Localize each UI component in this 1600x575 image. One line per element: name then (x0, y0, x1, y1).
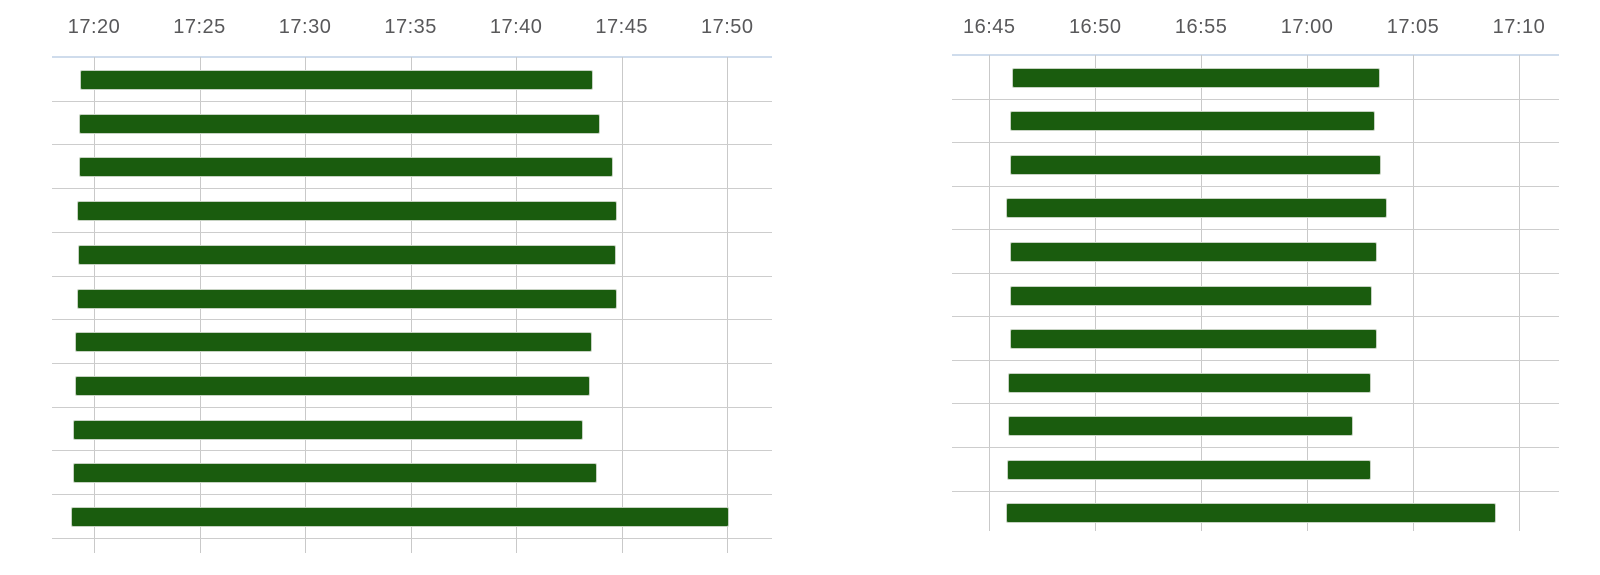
task-bar[interactable] (74, 332, 593, 353)
axis-tick-label: 17:10 (1492, 16, 1546, 38)
vertical-gridline (989, 55, 991, 531)
task-bar[interactable] (1006, 503, 1497, 524)
row-separator-line (952, 359, 1559, 361)
row-separator-line (52, 231, 772, 233)
row-separator-line (952, 229, 1559, 231)
axis-tick-label: 17:25 (173, 16, 226, 38)
axis-tick-label: 17:20 (67, 16, 121, 38)
task-bar[interactable] (1010, 285, 1373, 306)
axis-tick-label: 17:00 (1280, 16, 1334, 38)
row-separator-line (952, 185, 1559, 187)
task-bar[interactable] (1010, 154, 1382, 175)
axis-tick-label: 17:30 (278, 16, 332, 38)
task-bar[interactable] (1010, 329, 1377, 350)
row-separator-line (52, 406, 772, 408)
task-bar[interactable] (1006, 198, 1387, 219)
row-separator-line (52, 144, 772, 146)
row-separator-line (952, 142, 1559, 144)
row-separator-line (52, 275, 772, 277)
axis-tick-label: 17:35 (384, 16, 437, 38)
row-separator-line (952, 316, 1559, 318)
axis-tick-label: 17:45 (595, 16, 648, 38)
task-bar[interactable] (1008, 416, 1354, 437)
vertical-gridline (1518, 55, 1520, 531)
task-bar[interactable] (1010, 242, 1377, 263)
task-bar[interactable] (75, 375, 591, 396)
row-separator-line (52, 319, 772, 321)
task-bar[interactable] (1010, 111, 1375, 132)
task-bar[interactable] (76, 288, 618, 309)
row-separator-line (52, 450, 772, 452)
row-separator-line (952, 490, 1559, 492)
time-axis-line (52, 56, 772, 58)
axis-tick-label: 17:50 (700, 16, 754, 38)
task-bar[interactable] (73, 419, 584, 440)
axis-tick-label: 17:40 (489, 16, 543, 38)
row-separator-line (52, 362, 772, 364)
vertical-gridline (1413, 55, 1415, 531)
row-separator-line (952, 98, 1559, 100)
axis-tick-label: 16:55 (1174, 16, 1228, 38)
row-separator-line (52, 537, 772, 539)
task-bar[interactable] (1007, 459, 1371, 480)
task-bar[interactable] (79, 157, 614, 178)
vertical-gridline (727, 57, 729, 553)
row-separator-line (52, 494, 772, 495)
row-separator-line (952, 403, 1559, 405)
task-bar[interactable] (1011, 67, 1380, 88)
task-bar[interactable] (80, 70, 593, 90)
task-bar[interactable] (77, 244, 617, 265)
task-bar[interactable] (79, 113, 601, 134)
axis-tick-label: 16:45 (963, 16, 1016, 38)
task-bar[interactable] (1008, 372, 1371, 393)
vertical-gridline (621, 57, 623, 553)
task-bar[interactable] (72, 463, 598, 484)
time-axis-line (952, 54, 1559, 56)
axis-tick-label: 16:50 (1068, 16, 1122, 38)
row-separator-line (952, 447, 1559, 449)
task-bar[interactable] (77, 201, 617, 222)
row-separator-line (52, 188, 772, 190)
axis-tick-label: 17:05 (1386, 16, 1440, 38)
row-separator-line (52, 100, 772, 102)
task-bar[interactable] (70, 507, 729, 527)
row-separator-line (952, 272, 1559, 274)
